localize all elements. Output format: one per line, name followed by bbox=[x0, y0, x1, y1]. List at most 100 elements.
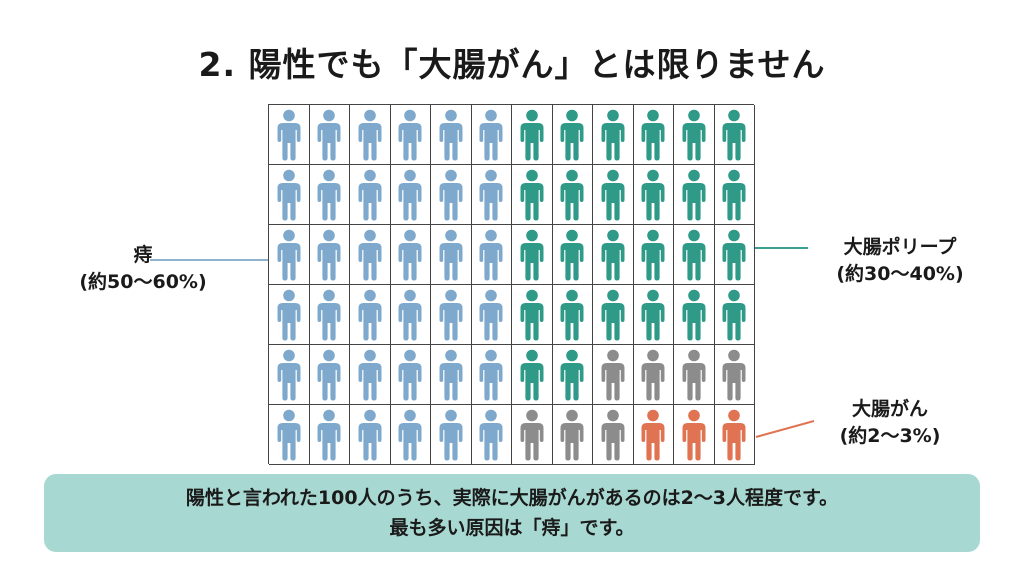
person-icon bbox=[641, 349, 665, 400]
grid-cell-other bbox=[633, 345, 674, 405]
grid-cell-hemorrhoid bbox=[350, 165, 391, 225]
grid-cell-polyp bbox=[552, 165, 593, 225]
grid-cell-polyp bbox=[633, 105, 674, 165]
person-icon bbox=[722, 109, 746, 160]
grid-cell-hemorrhoid bbox=[431, 345, 472, 405]
person-icon bbox=[479, 349, 503, 400]
grid-cell-hemorrhoid bbox=[390, 285, 431, 345]
grid-cell-hemorrhoid bbox=[390, 405, 431, 465]
grid-cell-hemorrhoid bbox=[350, 345, 391, 405]
person-icon bbox=[601, 289, 625, 340]
person-icon bbox=[479, 169, 503, 220]
label-cancer-name: 大腸がん bbox=[851, 398, 928, 420]
grid-cell-hemorrhoid bbox=[350, 405, 391, 465]
grid-cell-polyp bbox=[552, 225, 593, 285]
person-icon bbox=[641, 409, 665, 460]
grid-cell-polyp bbox=[512, 345, 553, 405]
person-icon bbox=[722, 409, 746, 460]
grid-cell-cancer bbox=[714, 405, 755, 465]
grid-cell-hemorrhoid bbox=[350, 225, 391, 285]
person-icon bbox=[520, 109, 544, 160]
grid-cell-polyp bbox=[633, 285, 674, 345]
person-icon bbox=[601, 349, 625, 400]
person-icon bbox=[682, 289, 706, 340]
person-icon bbox=[439, 409, 463, 460]
grid-cell-hemorrhoid bbox=[309, 285, 350, 345]
person-icon bbox=[398, 289, 422, 340]
label-polyp-range: (約30〜40%) bbox=[836, 263, 964, 285]
person-icon bbox=[722, 349, 746, 400]
person-icon bbox=[682, 169, 706, 220]
label-hemorrhoid: 痔 (約50〜60%) bbox=[58, 242, 228, 296]
person-icon bbox=[601, 409, 625, 460]
grid-cell-hemorrhoid bbox=[471, 105, 512, 165]
grid-cell-hemorrhoid bbox=[269, 345, 310, 405]
person-icon bbox=[398, 229, 422, 280]
grid-cell-hemorrhoid bbox=[269, 165, 310, 225]
grid-cell-hemorrhoid bbox=[471, 165, 512, 225]
person-icon bbox=[520, 349, 544, 400]
label-hemorrhoid-range: (約50〜60%) bbox=[79, 271, 207, 293]
label-hemorrhoid-name: 痔 bbox=[133, 244, 153, 266]
grid-cell-hemorrhoid bbox=[431, 225, 472, 285]
person-icon bbox=[398, 349, 422, 400]
grid-cell-polyp bbox=[593, 105, 634, 165]
person-icon bbox=[317, 229, 341, 280]
grid-cell-polyp bbox=[593, 225, 634, 285]
grid-cell-hemorrhoid bbox=[309, 165, 350, 225]
pictogram-chart bbox=[268, 104, 755, 465]
grid-cell-hemorrhoid bbox=[309, 105, 350, 165]
person-icon bbox=[560, 289, 584, 340]
person-icon bbox=[479, 229, 503, 280]
grid-cell-polyp bbox=[552, 105, 593, 165]
grid-cell-hemorrhoid bbox=[471, 285, 512, 345]
pictogram-grid bbox=[268, 104, 755, 465]
grid-cell-polyp bbox=[593, 285, 634, 345]
person-icon bbox=[439, 289, 463, 340]
person-icon bbox=[722, 289, 746, 340]
grid-cell-hemorrhoid bbox=[431, 405, 472, 465]
grid-cell-polyp bbox=[674, 105, 715, 165]
summary-line-2: 最も多い原因は「痔」です。 bbox=[389, 517, 635, 539]
person-icon bbox=[601, 229, 625, 280]
person-icon bbox=[722, 169, 746, 220]
person-icon bbox=[317, 349, 341, 400]
person-icon bbox=[277, 229, 301, 280]
person-icon bbox=[317, 289, 341, 340]
grid-cell-other bbox=[593, 345, 634, 405]
grid-cell-polyp bbox=[714, 225, 755, 285]
grid-cell-hemorrhoid bbox=[350, 285, 391, 345]
grid-cell-polyp bbox=[512, 105, 553, 165]
person-icon bbox=[722, 229, 746, 280]
leader-line-cancer bbox=[755, 420, 815, 438]
grid-cell-polyp bbox=[633, 165, 674, 225]
page-title: 2. 陽性でも「大腸がん」とは限りません bbox=[198, 45, 826, 84]
grid-cell-hemorrhoid bbox=[390, 165, 431, 225]
person-icon bbox=[277, 409, 301, 460]
person-icon bbox=[641, 109, 665, 160]
person-icon bbox=[560, 409, 584, 460]
person-icon bbox=[641, 229, 665, 280]
grid-cell-hemorrhoid bbox=[471, 225, 512, 285]
person-icon bbox=[277, 349, 301, 400]
person-icon bbox=[317, 409, 341, 460]
label-polyp: 大腸ポリープ (約30〜40%) bbox=[800, 234, 1000, 288]
person-icon bbox=[317, 169, 341, 220]
summary-line-1: 陽性と言われた100人のうち、実際に大腸がんがあるのは2〜3人程度です。 bbox=[185, 487, 839, 509]
grid-cell-polyp bbox=[714, 165, 755, 225]
person-icon bbox=[439, 109, 463, 160]
person-icon bbox=[520, 169, 544, 220]
person-icon bbox=[358, 289, 382, 340]
person-icon bbox=[358, 229, 382, 280]
person-icon bbox=[439, 349, 463, 400]
person-icon bbox=[277, 109, 301, 160]
grid-cell-hemorrhoid bbox=[390, 105, 431, 165]
person-icon bbox=[479, 109, 503, 160]
grid-cell-polyp bbox=[512, 225, 553, 285]
person-icon bbox=[358, 169, 382, 220]
grid-cell-hemorrhoid bbox=[269, 105, 310, 165]
grid-cell-polyp bbox=[593, 165, 634, 225]
person-icon bbox=[682, 229, 706, 280]
person-icon bbox=[358, 109, 382, 160]
person-icon bbox=[439, 229, 463, 280]
